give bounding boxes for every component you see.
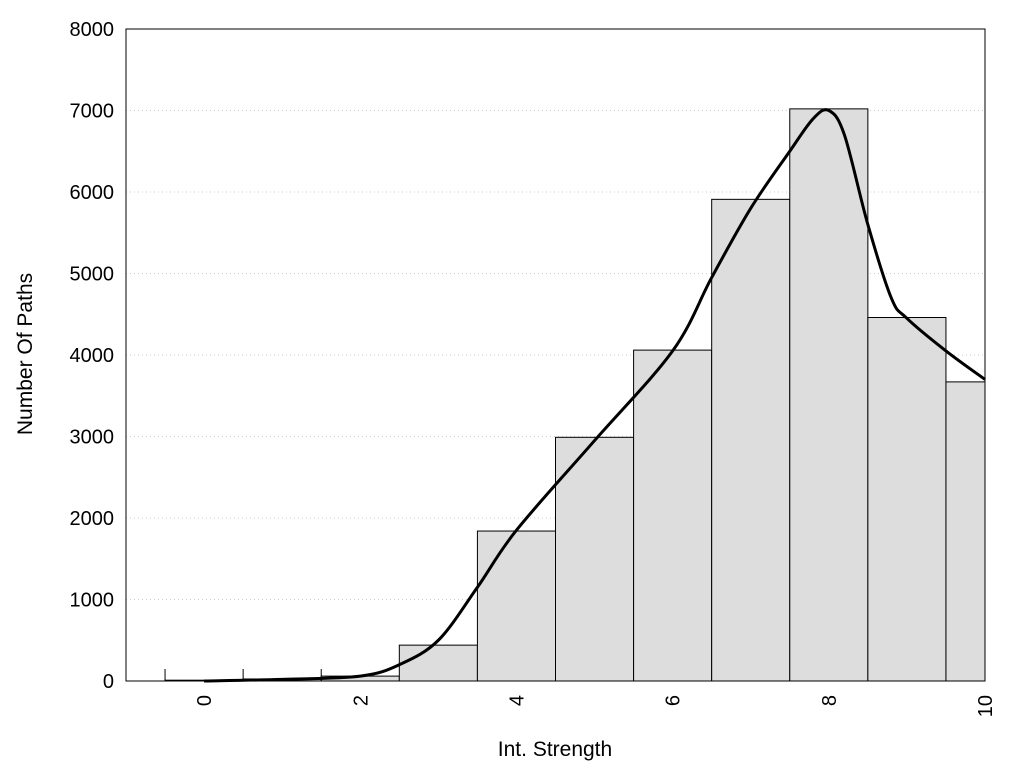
plot-frame xyxy=(125,28,986,682)
histogram-bar-7 xyxy=(711,198,791,682)
histogram-bar-9 xyxy=(867,317,947,682)
bars-layer xyxy=(164,108,986,682)
x-tick-label-4: 4 xyxy=(506,695,528,706)
x-tick-label-10: 10 xyxy=(975,695,997,717)
y-tick-label-3000: 3000 xyxy=(70,427,115,449)
ticks-layer: 0 1000 2000 3000 4000 5000 6000 7000 8000 0 2 4 6 8 10 xyxy=(70,19,998,717)
histogram-bar-8 xyxy=(789,108,869,682)
x-axis-label: Int. Strength xyxy=(498,738,612,761)
y-tick-label-7000: 7000 xyxy=(70,101,115,123)
x-tick-label-8: 8 xyxy=(819,695,841,706)
histogram-bar-10 xyxy=(945,381,986,682)
y-tick-label-4000: 4000 xyxy=(70,345,115,367)
curve-layer xyxy=(204,108,986,683)
histogram-bar-4 xyxy=(476,530,556,682)
histogram-bar-3 xyxy=(398,644,478,682)
y-axis-label: Number Of Paths xyxy=(14,273,37,435)
y-tick-label-0: 0 xyxy=(103,671,114,693)
x-tick-label-0: 0 xyxy=(194,695,216,706)
histogram-bar-5 xyxy=(555,436,635,682)
x-tick-label-6: 6 xyxy=(663,695,685,706)
y-tick-label-1000: 1000 xyxy=(70,590,115,612)
x-tick-label-2: 2 xyxy=(350,695,372,706)
y-tick-label-6000: 6000 xyxy=(70,182,115,204)
density-curve xyxy=(204,108,986,683)
histogram-bar-6 xyxy=(633,349,713,682)
axes-layer xyxy=(125,28,986,682)
y-tick-label-2000: 2000 xyxy=(70,508,115,530)
y-tick-label-8000: 8000 xyxy=(70,19,115,41)
y-tick-label-5000: 5000 xyxy=(70,264,115,286)
